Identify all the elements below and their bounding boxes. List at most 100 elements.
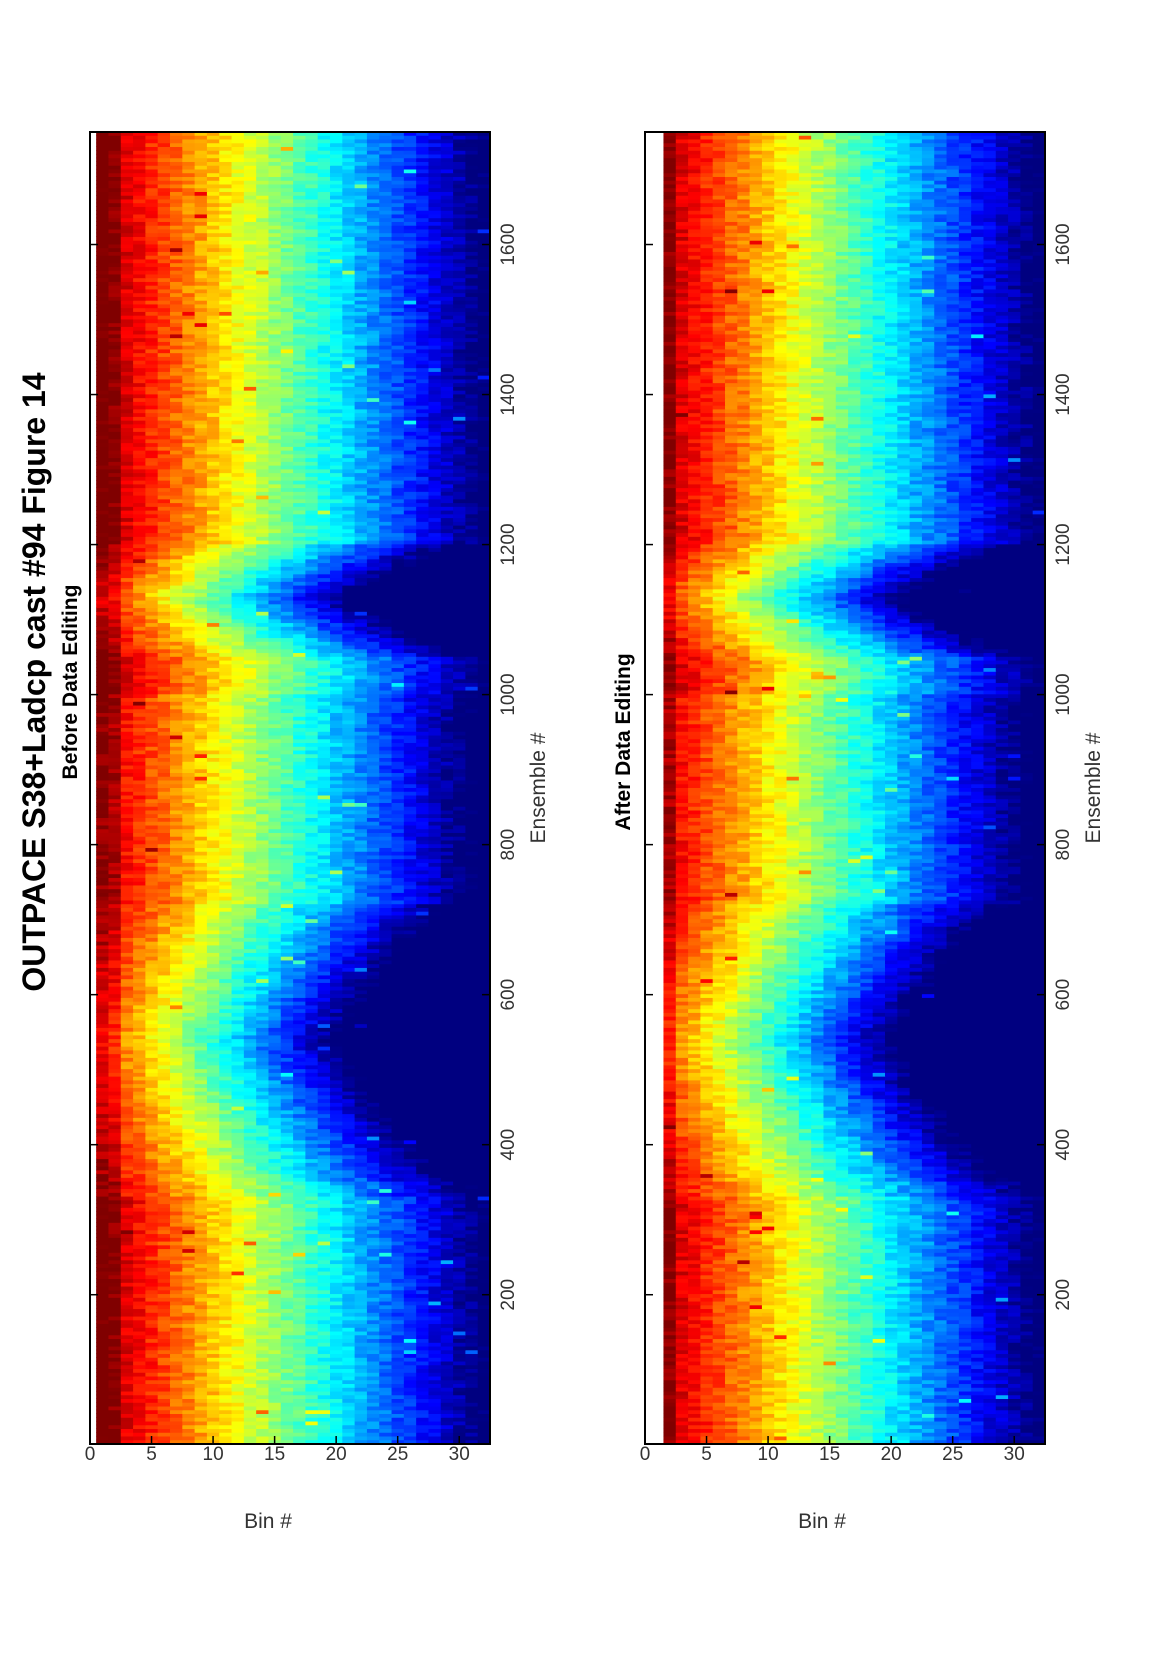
heatmap-cell: [108, 1170, 121, 1174]
heatmap-cell: [256, 956, 269, 960]
heatmap-cell: [108, 1413, 121, 1417]
heatmap-cell: [219, 1087, 232, 1091]
heatmap-cell: [207, 911, 220, 915]
heatmap-cell: [318, 1342, 331, 1346]
heatmap-cell: [428, 1110, 441, 1114]
heatmap-cell: [195, 1106, 208, 1110]
heatmap-cell: [392, 1376, 405, 1380]
heatmap-cell: [244, 1024, 257, 1028]
heatmap-cell: [96, 1132, 109, 1136]
heatmap-cell: [465, 945, 478, 949]
heatmap-cell: [453, 1327, 466, 1331]
heatmap-cell: [108, 1035, 121, 1039]
heatmap-cell: [392, 1196, 405, 1200]
heatmap-cell: [145, 1072, 158, 1076]
heatmap-cell: [355, 1042, 368, 1046]
heatmap-cell: [305, 1218, 318, 1222]
heatmap-cell: [342, 982, 355, 986]
heatmap-cell: [404, 1106, 417, 1110]
heatmap-cell: [392, 1271, 405, 1275]
heatmap-cell: [404, 859, 417, 863]
heatmap-cell: [96, 1020, 109, 1024]
heatmap-cell: [465, 1275, 478, 1279]
heatmap-cell: [96, 1207, 109, 1211]
heatmap-cell: [256, 1222, 269, 1226]
heatmap-cell: [428, 1323, 441, 1327]
heatmap-cell: [133, 1425, 146, 1429]
heatmap-cell: [441, 1308, 454, 1312]
heatmap-cell: [318, 979, 331, 983]
heatmap-cell: [195, 1237, 208, 1241]
heatmap-cell: [158, 1200, 171, 1204]
heatmap-cell: [465, 862, 478, 866]
heatmap-cell: [219, 1140, 232, 1144]
heatmap-cell: [293, 1057, 306, 1061]
heatmap-cell: [342, 990, 355, 994]
heatmap-cell: [96, 960, 109, 964]
heatmap-cell: [453, 1241, 466, 1245]
heatmap-cell: [355, 1024, 368, 1028]
heatmap-cell: [281, 877, 294, 881]
heatmap-cell: [121, 1316, 134, 1320]
heatmap-cell: [219, 1222, 232, 1226]
heatmap-cell: [367, 874, 380, 878]
heatmap-cell: [330, 1230, 343, 1234]
heatmap-cell: [342, 1425, 355, 1429]
heatmap-cell: [121, 1012, 134, 1016]
heatmap-cell: [219, 1380, 232, 1384]
heatmap-cell: [305, 986, 318, 990]
heatmap-cell: [182, 1054, 195, 1058]
heatmap-cell: [219, 1125, 232, 1129]
heatmap-cell: [182, 1410, 195, 1414]
heatmap-cell: [379, 1248, 392, 1252]
heatmap-cell: [453, 971, 466, 975]
heatmap-cell: [195, 1380, 208, 1384]
heatmap-cell: [379, 1380, 392, 1384]
heatmap-cell: [318, 1380, 331, 1384]
heatmap-cell: [244, 1035, 257, 1039]
heatmap-cell: [478, 945, 491, 949]
heatmap-cell: [145, 1346, 158, 1350]
heatmap-cell: [355, 1005, 368, 1009]
heatmap-cell: [170, 1065, 183, 1069]
heatmap-cell: [305, 1372, 318, 1376]
heatmap-cell: [232, 1376, 245, 1380]
heatmap-cell: [305, 866, 318, 870]
heatmap-cell: [404, 1031, 417, 1035]
heatmap-cell: [465, 1042, 478, 1046]
heatmap-cell: [96, 1065, 109, 1069]
heatmap-cell: [379, 1117, 392, 1121]
heatmap-cell: [268, 1020, 281, 1024]
heatmap-cell: [465, 1308, 478, 1312]
heatmap-cell: [268, 1263, 281, 1267]
heatmap-cell: [182, 1346, 195, 1350]
heatmap-cell: [318, 1095, 331, 1099]
heatmap-cell: [318, 945, 331, 949]
heatmap-cell: [428, 1365, 441, 1369]
heatmap-cell: [305, 1342, 318, 1346]
heatmap-cell: [145, 904, 158, 908]
heatmap-cell: [379, 930, 392, 934]
heatmap-cell: [232, 1084, 245, 1088]
heatmap-cell: [121, 1170, 134, 1174]
heatmap-cell: [379, 982, 392, 986]
heatmap-cell: [207, 1286, 220, 1290]
heatmap-cell: [441, 1121, 454, 1125]
heatmap-cell: [453, 1278, 466, 1282]
heatmap-cell: [268, 1031, 281, 1035]
heatmap-cell: [244, 1192, 257, 1196]
heatmap-cell: [268, 1072, 281, 1076]
heatmap-cell: [133, 1395, 146, 1399]
heatmap-cell: [441, 1203, 454, 1207]
heatmap-cell: [268, 1136, 281, 1140]
heatmap-cell: [232, 971, 245, 975]
heatmap-cell: [367, 866, 380, 870]
heatmap-cell: [478, 870, 491, 874]
heatmap-cell: [244, 1177, 257, 1181]
heatmap-cell: [305, 975, 318, 979]
heatmap-cell: [305, 1278, 318, 1282]
heatmap-cell: [232, 1061, 245, 1065]
heatmap-cell: [145, 1200, 158, 1204]
heatmap-cell: [207, 1320, 220, 1324]
heatmap-cell: [232, 1436, 245, 1440]
